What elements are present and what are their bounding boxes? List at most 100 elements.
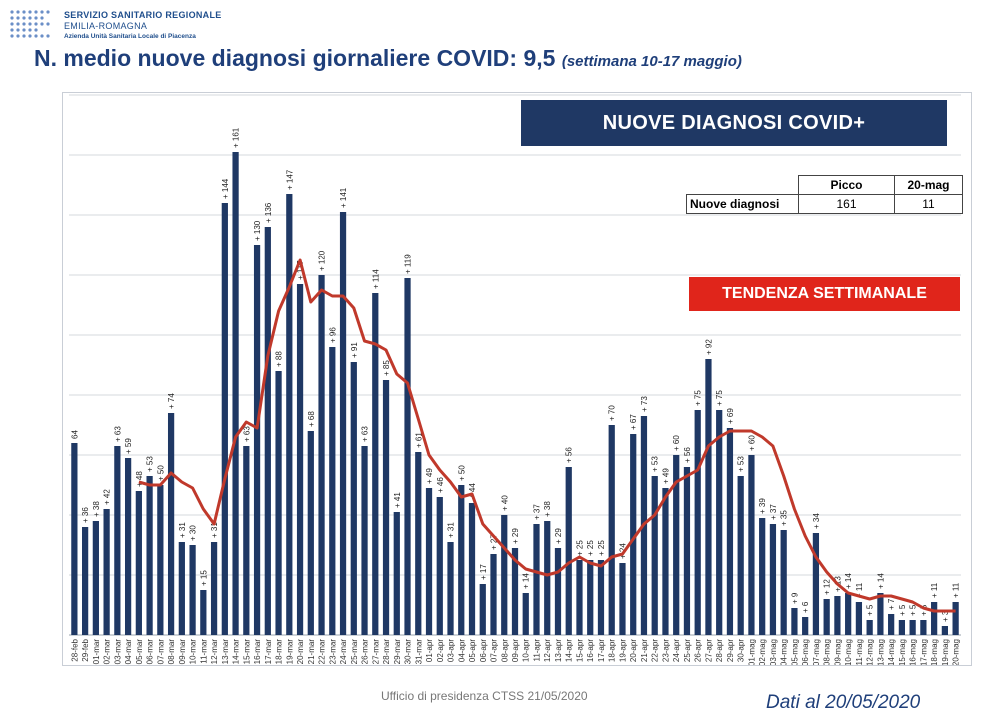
x-tick-label: 25-apr [683,639,692,662]
bar-value-label: + 120 [318,250,327,271]
x-tick-label: 12-mag [866,639,875,665]
x-tick-label: 31-mar [414,639,423,665]
bar [350,362,357,635]
peak-table-header-peak: Picco [798,175,895,195]
bar-value-label: + 53 [651,456,660,472]
bar [232,152,239,635]
x-tick-label: 09-apr [511,639,520,662]
bar-value-label: + 73 [640,396,649,412]
bar [726,428,734,635]
bar [651,476,658,635]
x-tick-label: 06-apr [479,639,488,662]
x-tick-label: 20-mag [952,639,961,665]
bar-value-label: + 12 [823,579,832,595]
bar-value-label: + 50 [156,465,165,481]
bar [71,443,78,635]
logo-line-1: SERVIZIO SANITARIO REGIONALE [64,10,222,20]
bar [307,431,314,635]
x-tick-label: 22-mar [318,639,327,665]
page-title-subtitle: (settimana 10-17 maggio) [561,53,742,70]
bar-value-label: 64 [70,430,79,439]
bar [393,512,400,635]
bar-value-label: + 50 [457,465,466,481]
x-tick-label: 05-mar [135,639,144,665]
bar [845,593,852,635]
bar [565,467,572,635]
x-tick-label: 09-mar [178,639,187,665]
bar-value-label: + 39 [758,498,767,514]
bar-value-label: + 14 [844,573,853,589]
bar-value-label: + 53 [737,456,746,472]
x-tick-label: 15-mar [242,639,251,665]
x-tick-label: 09-mag [833,639,842,665]
x-tick-label: 19-apr [618,639,627,662]
bar [425,488,433,635]
x-tick-label: 11-mar [199,639,208,664]
x-tick-label: 27-apr [704,639,713,662]
bar-value-label: + 117 [296,260,305,280]
chart-banner: NUOVE DIAGNOSI COVID+ [521,100,947,146]
bar [124,458,132,635]
bar-value-label: + 7 [887,598,896,610]
x-tick-label: 12-mar [210,639,219,665]
bar [490,554,497,635]
bar-value-label: + 31 [178,522,187,538]
bar [146,476,153,635]
bar-value-label: + 49 [661,468,670,484]
bar-value-label: + 48 [135,471,144,487]
bar [576,560,583,635]
x-tick-label: 07-apr [490,639,499,662]
x-tick-label: 04-apr [457,639,466,662]
x-tick-label: 03-mar [113,639,122,665]
x-tick-label: 28-feb [70,638,79,661]
x-tick-label: 28-mar [382,639,391,665]
bar-value-label: + 11 [930,582,939,598]
peak-table-corner [687,176,799,195]
bar-value-label: + 136 [264,202,273,223]
x-tick-label: 02-mar [103,639,112,665]
bar [167,413,175,635]
footer-date: Dati al 20/05/2020 [766,692,921,713]
bar [339,212,347,635]
x-tick-label: 21-mar [307,639,316,665]
x-tick-label: 30-mar [404,639,413,665]
diagnoses-chart: 64 28-feb + 36 29-feb + 38 01-mar + 42 02-mar + … [69,94,961,665]
x-tick-label: 11-mag [855,639,864,665]
bar [264,227,271,635]
bar-value-label: + 38 [543,501,552,517]
bar [952,602,959,635]
bar [587,560,594,635]
footer-office: Ufficio di presidenza CTSS 21/05/2020 [381,689,588,703]
x-tick-label: 04-mag [780,639,789,665]
bar [135,491,142,635]
x-tick-label: 15-mag [898,639,907,665]
bar-value-label: + 141 [339,187,348,208]
x-tick-label: 19-mag [941,639,950,665]
bar-value-label: + 31 [447,522,456,538]
bar-value-label: + 161 [232,127,241,148]
x-tick-label: 07-mag [812,639,821,665]
x-tick-label: 30-apr [737,639,746,662]
bar-value-label: + 35 [780,510,789,526]
bar-value-label: + 59 [124,438,133,454]
x-tick-label: 26-mar [361,639,370,665]
x-tick-label: 21-apr [640,639,649,662]
bar [823,599,830,635]
x-tick-label: 16-mar [253,639,262,665]
x-tick-label: 29-apr [726,639,735,662]
bar-value-label: + 63 [113,426,122,442]
bar [92,521,99,635]
x-tick-label: 17-apr [597,639,606,662]
x-tick-label: 14-mag [887,639,896,665]
bar [597,560,605,635]
bar [157,485,164,635]
bar-value-label: + 63 [242,426,251,442]
bar-value-label: + 60 [747,435,756,451]
bar-value-label: + 91 [350,342,359,358]
bar-value-label: + 44 [468,483,477,499]
bar [361,446,368,635]
bar [189,545,196,635]
page-title-main: N. medio nuove diagnosi giornaliere COVI… [34,45,556,71]
x-tick-label: 15-apr [575,639,584,662]
x-tick-label: 14-mar [232,639,241,665]
